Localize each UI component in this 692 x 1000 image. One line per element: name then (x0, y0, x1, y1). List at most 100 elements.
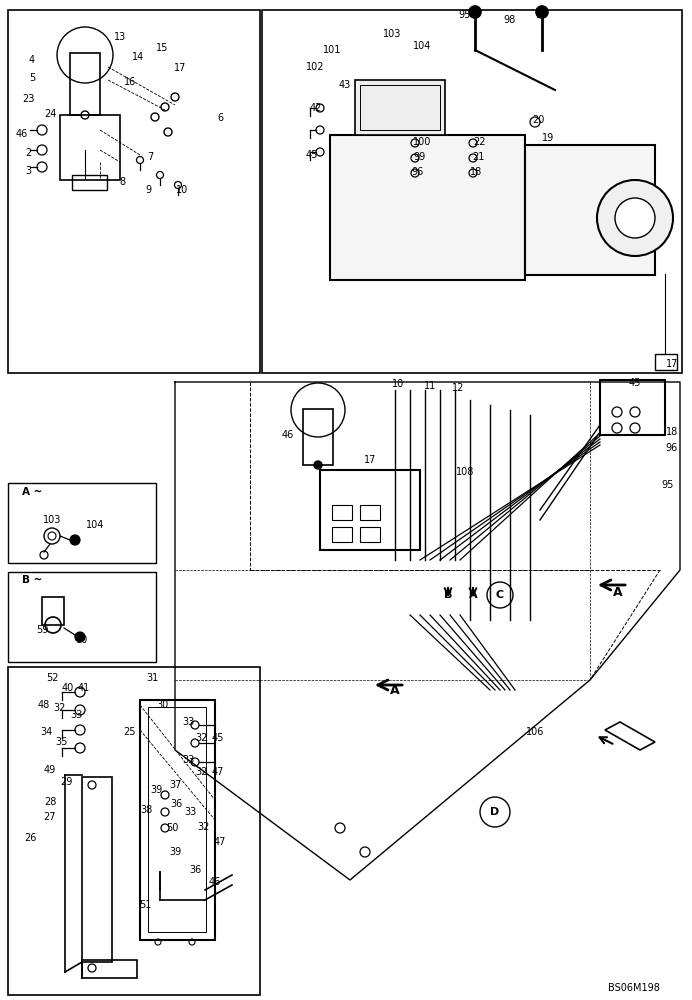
Bar (72, 175, 107, 190)
Bar (8, 10, 260, 373)
Text: 32: 32 (196, 767, 208, 777)
Circle shape (70, 535, 80, 545)
Text: 38: 38 (140, 805, 152, 815)
Text: 46: 46 (209, 877, 221, 887)
Text: 51: 51 (139, 900, 151, 910)
Text: 47: 47 (212, 767, 224, 777)
Text: B ~: B ~ (22, 575, 42, 585)
Text: 3: 3 (25, 166, 31, 176)
Bar (355, 80, 445, 135)
Text: 40: 40 (62, 683, 74, 693)
Text: 10: 10 (392, 379, 404, 389)
Text: 19: 19 (542, 133, 554, 143)
Bar (655, 354, 677, 370)
Text: 36: 36 (170, 799, 182, 809)
Text: 106: 106 (526, 727, 544, 737)
Text: D: D (491, 807, 500, 817)
Bar (360, 85, 440, 130)
Text: 17: 17 (364, 455, 376, 465)
Bar (332, 505, 352, 520)
Text: 35: 35 (56, 737, 69, 747)
Text: 7: 7 (147, 152, 153, 162)
Text: 42: 42 (310, 103, 322, 113)
Text: 9: 9 (145, 185, 151, 195)
Text: 41: 41 (78, 683, 90, 693)
Text: 34: 34 (40, 727, 52, 737)
Circle shape (597, 180, 673, 256)
Text: 31: 31 (146, 673, 158, 683)
Circle shape (469, 6, 481, 18)
Text: 45: 45 (306, 150, 318, 160)
Text: 27: 27 (44, 812, 56, 822)
Text: 10: 10 (176, 185, 188, 195)
Text: 13: 13 (114, 32, 126, 42)
Bar (262, 10, 682, 373)
Text: 6: 6 (217, 113, 223, 123)
Text: 103: 103 (383, 29, 401, 39)
Text: 33: 33 (184, 807, 196, 817)
Text: 8: 8 (119, 177, 125, 187)
Text: 14: 14 (132, 52, 144, 62)
Text: 23: 23 (22, 94, 34, 104)
Bar (82, 960, 137, 978)
Text: 104: 104 (413, 41, 431, 51)
Text: 32: 32 (198, 822, 210, 832)
Text: BS06M198: BS06M198 (608, 983, 660, 993)
Text: 18: 18 (470, 167, 482, 177)
Circle shape (536, 6, 548, 18)
Text: 39: 39 (169, 847, 181, 857)
Text: 28: 28 (44, 797, 56, 807)
Bar (42, 597, 64, 625)
Text: 50: 50 (166, 823, 178, 833)
Text: 96: 96 (666, 443, 678, 453)
Text: 17: 17 (174, 63, 186, 73)
Text: 16: 16 (124, 77, 136, 87)
Bar (330, 135, 525, 280)
Text: 33: 33 (182, 755, 194, 765)
Bar (140, 700, 215, 940)
Text: 26: 26 (24, 833, 36, 843)
Bar (8, 572, 156, 662)
Bar (360, 527, 380, 542)
Bar (303, 409, 333, 465)
Bar (600, 380, 665, 435)
Text: 96: 96 (411, 167, 423, 177)
Text: 25: 25 (124, 727, 136, 737)
Text: 95: 95 (662, 480, 674, 490)
Text: 108: 108 (456, 467, 474, 477)
Text: A ~: A ~ (22, 487, 42, 497)
Text: 32: 32 (54, 703, 66, 713)
Text: 12: 12 (452, 383, 464, 393)
Text: 99: 99 (414, 152, 426, 162)
Bar (525, 145, 655, 275)
Text: 20: 20 (532, 115, 544, 125)
Text: 60: 60 (76, 635, 88, 645)
Text: B: B (444, 590, 452, 600)
Polygon shape (605, 722, 655, 750)
Text: 103: 103 (43, 515, 61, 525)
Text: 29: 29 (60, 777, 72, 787)
Circle shape (81, 111, 89, 119)
Text: 100: 100 (413, 137, 431, 147)
Text: 98: 98 (504, 15, 516, 25)
Bar (148, 707, 206, 932)
Text: 15: 15 (156, 43, 168, 53)
Circle shape (314, 461, 322, 469)
Bar (82, 777, 112, 962)
Text: 48: 48 (38, 700, 50, 710)
Bar (60, 115, 120, 180)
Text: 102: 102 (306, 62, 325, 72)
Text: 33: 33 (182, 717, 194, 727)
Text: 30: 30 (156, 700, 168, 710)
Bar (332, 527, 352, 542)
Text: 97: 97 (536, 10, 548, 20)
Text: 46: 46 (16, 129, 28, 139)
Circle shape (615, 198, 655, 238)
Text: A: A (468, 590, 477, 600)
Text: 46: 46 (282, 430, 294, 440)
Text: 101: 101 (322, 45, 341, 55)
Text: 18: 18 (666, 427, 678, 437)
Bar (360, 505, 380, 520)
Text: 21: 21 (472, 152, 484, 162)
Text: 43: 43 (339, 80, 351, 90)
